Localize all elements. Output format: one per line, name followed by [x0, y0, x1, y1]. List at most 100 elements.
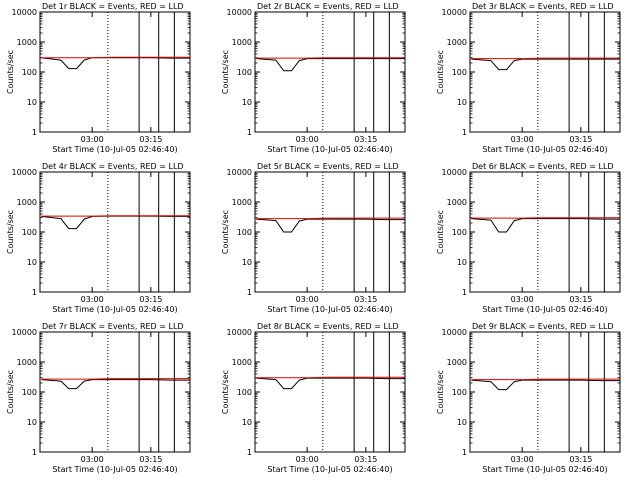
- y-tick-label: 100: [452, 68, 467, 77]
- y-tick-label: 1000: [447, 38, 467, 47]
- y-axis-label: Counts/sec: [436, 50, 445, 94]
- x-tick-label: 03:15: [569, 135, 592, 144]
- events-series-line: [471, 379, 620, 391]
- y-tick-label: 1: [247, 128, 252, 137]
- lld-series-line: [471, 57, 620, 60]
- y-tick-label: 100: [452, 228, 467, 237]
- y-tick-label: 10000: [442, 8, 467, 17]
- events-series-line: [256, 58, 405, 72]
- x-tick-label: 03:00: [81, 455, 104, 464]
- plot-frame: [254, 11, 406, 133]
- panel-title: Det 1r BLACK = Events, RED = LLD: [42, 2, 184, 11]
- detector-panel: Det 4r BLACK = Events, RED = LLD 1 10 100 10…: [6, 162, 191, 314]
- y-tick-label: 1: [462, 448, 467, 457]
- y-tick-label: 100: [22, 228, 37, 237]
- y-tick-label: 10: [242, 98, 252, 107]
- x-tick-label: 03:15: [139, 295, 162, 304]
- y-tick-label: 10000: [227, 8, 252, 17]
- y-tick-label: 10: [457, 98, 467, 107]
- y-tick-label: 100: [237, 68, 252, 77]
- x-axis-label: Start Time (10-Jul-05 02:46:40): [482, 305, 607, 314]
- y-tick-label: 10000: [12, 168, 37, 177]
- y-tick-label: 10000: [12, 328, 37, 337]
- x-axis-label: Start Time (10-Jul-05 02:46:40): [52, 465, 177, 474]
- x-tick-label: 03:00: [511, 295, 534, 304]
- y-tick-label: 10000: [442, 168, 467, 177]
- y-tick-label: 10000: [442, 328, 467, 337]
- panel-title: Det 9r BLACK = Events, RED = LLD: [472, 322, 614, 331]
- y-tick-label: 1: [462, 288, 467, 297]
- y-tick-label: 1000: [232, 358, 252, 367]
- plot-frame: [254, 171, 406, 293]
- x-tick-label: 03:00: [81, 295, 104, 304]
- x-axis-label: Start Time (10-Jul-05 02:46:40): [482, 145, 607, 154]
- detector-panel: Det 8r BLACK = Events, RED = LLD 1 10 100 10…: [221, 322, 406, 474]
- y-tick-label: 1000: [447, 198, 467, 207]
- y-axis-label: Counts/sec: [436, 210, 445, 254]
- x-tick-label: 03:00: [296, 135, 319, 144]
- x-axis-label: Start Time (10-Jul-05 02:46:40): [52, 305, 177, 314]
- panel-title: Det 3r BLACK = Events, RED = LLD: [472, 2, 614, 11]
- y-tick-label: 10: [242, 258, 252, 267]
- events-series-line: [41, 379, 190, 390]
- y-tick-label: 100: [22, 68, 37, 77]
- y-tick-label: 10: [457, 258, 467, 267]
- y-tick-label: 10000: [227, 328, 252, 337]
- detector-panel: Det 1r BLACK = Events, RED = LLD 1 10 100 10…: [6, 2, 191, 154]
- y-tick-label: 1: [462, 128, 467, 137]
- x-tick-label: 03:15: [569, 455, 592, 464]
- x-tick-label: 03:00: [296, 455, 319, 464]
- y-tick-label: 1000: [232, 198, 252, 207]
- detector-panel: Det 2r BLACK = Events, RED = LLD 1 10 100 10…: [221, 2, 406, 154]
- y-tick-label: 1000: [232, 38, 252, 47]
- y-axis-label: Counts/sec: [221, 50, 230, 94]
- detector-panel: Det 5r BLACK = Events, RED = LLD 1 10 100 10…: [221, 162, 406, 314]
- x-tick-label: 03:00: [81, 135, 104, 144]
- panel-title: Det 7r BLACK = Events, RED = LLD: [42, 322, 184, 331]
- plot-frame: [469, 11, 621, 133]
- plot-frame: [254, 331, 406, 453]
- x-axis-label: Start Time (10-Jul-05 02:46:40): [267, 145, 392, 154]
- x-tick-label: 03:15: [569, 295, 592, 304]
- plot-frame: [469, 171, 621, 293]
- y-tick-label: 100: [237, 228, 252, 237]
- x-tick-label: 03:15: [354, 455, 377, 464]
- y-tick-label: 1: [32, 128, 37, 137]
- panel-title: Det 6r BLACK = Events, RED = LLD: [472, 162, 614, 171]
- y-tick-label: 10: [242, 418, 252, 427]
- detector-panel: Det 7r BLACK = Events, RED = LLD 1 10 100 10…: [6, 322, 191, 474]
- x-tick-label: 03:15: [354, 295, 377, 304]
- plot-frame: [39, 11, 191, 133]
- events-series-line: [41, 57, 190, 70]
- y-tick-label: 1: [32, 448, 37, 457]
- panel-title: Det 4r BLACK = Events, RED = LLD: [42, 162, 184, 171]
- lld-series-line: [471, 378, 620, 381]
- x-axis-label: Start Time (10-Jul-05 02:46:40): [267, 305, 392, 314]
- x-axis-label: Start Time (10-Jul-05 02:46:40): [52, 145, 177, 154]
- y-tick-label: 10: [27, 418, 37, 427]
- y-tick-label: 10: [27, 98, 37, 107]
- y-tick-label: 1000: [447, 358, 467, 367]
- lld-series-line: [256, 217, 405, 220]
- x-tick-label: 03:00: [511, 455, 534, 464]
- y-tick-label: 10: [27, 258, 37, 267]
- plot-frame: [39, 171, 191, 293]
- x-tick-label: 03:15: [139, 455, 162, 464]
- detector-panel: Det 3r BLACK = Events, RED = LLD 1 10 100 10…: [436, 2, 621, 154]
- y-tick-label: 10000: [12, 8, 37, 17]
- y-axis-label: Counts/sec: [221, 210, 230, 254]
- y-tick-label: 1000: [17, 358, 37, 367]
- detector-panel: Det 9r BLACK = Events, RED = LLD 1 10 100 10…: [436, 322, 621, 474]
- y-tick-label: 10: [457, 418, 467, 427]
- y-axis-label: Counts/sec: [6, 370, 15, 414]
- x-tick-label: 03:15: [354, 135, 377, 144]
- y-tick-label: 1: [247, 288, 252, 297]
- x-axis-label: Start Time (10-Jul-05 02:46:40): [482, 465, 607, 474]
- y-axis-label: Counts/sec: [221, 370, 230, 414]
- events-series-line: [256, 377, 405, 390]
- y-axis-label: Counts/sec: [6, 50, 15, 94]
- y-tick-label: 1000: [17, 198, 37, 207]
- y-tick-label: 1: [32, 288, 37, 297]
- x-axis-label: Start Time (10-Jul-05 02:46:40): [267, 465, 392, 474]
